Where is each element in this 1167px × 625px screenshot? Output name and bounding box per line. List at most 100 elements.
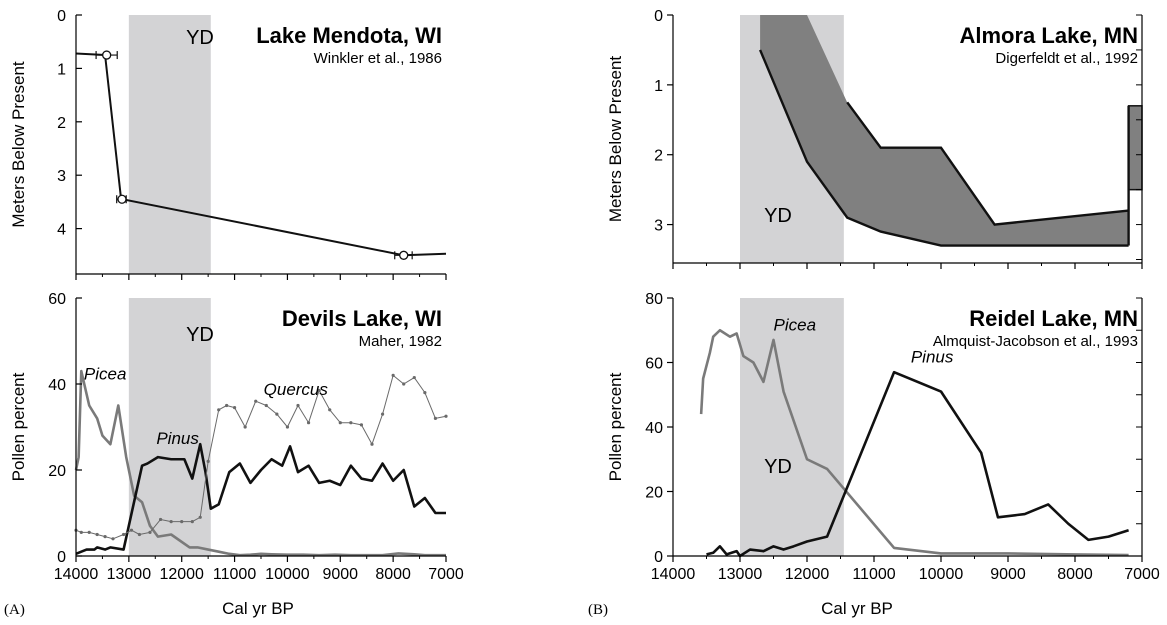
quercus-point [402,382,406,386]
x-axis-label-b: Cal yr BP [821,599,893,618]
lake-level-point [399,250,409,260]
chart-title: Lake Mendota, WI [256,23,442,48]
y-tick-label: 20 [645,485,663,502]
quercus-point [158,517,163,522]
quercus-point [95,532,99,537]
x-tick-label: 9000 [322,566,358,583]
quercus-point [198,515,202,519]
chart-panel-3: YD 0 1 2 3 Meters Below Present Almora Lake, M… [606,8,1143,269]
x-tick-label: 12000 [785,566,830,583]
quercus-point [148,530,152,534]
lake-level-envelope [760,15,1129,246]
y-tick-label: 60 [645,356,663,373]
quercus-point [129,528,134,532]
chart-subtitle: Digerfeldt et al., 1992 [995,50,1138,67]
y-tick-label: 60 [48,291,66,308]
y-axis-label: Pollen percent [606,372,625,481]
y-tick-label: 2 [654,148,663,165]
y-tick-label: 40 [48,377,66,394]
chart-panel-1: YD 0 1 2 3 4 Meters Below Present Lake Mendota,… [9,8,447,280]
quercus-point [137,532,142,537]
chart-panel-2: YD Picea Pinus Quercus 0 20 40 60 14000 13000 1200… [9,291,464,583]
x-tick-label: 8000 [375,566,411,583]
pinus-series-line [75,442,446,556]
series-label-quercus: Quercus [264,380,329,399]
quercus-point [306,421,311,425]
series-label-pinus: Pinus [911,348,954,367]
y-tick-label: 0 [654,8,663,25]
chart-root: YD 0 1 2 3 4 Meters Below Present Lake Mendota,… [9,8,1160,583]
chart-title: Devils Lake, WI [282,306,442,331]
pinus-series-line [706,370,1129,558]
x-tick-label: 11000 [213,566,256,583]
x-axis-label-a: Cal yr BP [222,599,294,618]
quercus-point [285,425,290,429]
y-tick-label: 1 [57,61,66,78]
quercus-point [206,459,210,463]
x-tick-label: 14000 [651,566,696,583]
x-tick-label: 8000 [1057,566,1093,583]
x-tick-label: 13000 [718,566,763,583]
quercus-point [444,414,448,418]
quercus-point [264,403,268,408]
x-tick-label: 11000 [852,566,895,583]
lake-level-point [117,194,127,204]
quercus-point [433,416,438,420]
quercus-point [87,530,91,534]
y-tick-label: 4 [57,222,66,239]
quercus-point [296,403,300,408]
quercus-point [391,373,395,377]
quercus-point [328,408,332,412]
chart-subtitle: Winkler et al., 1986 [314,50,442,67]
chart-title: Reidel Lake, MN [969,306,1138,331]
series-label-picea: Picea [84,365,127,384]
y-tick-label: 3 [654,218,663,235]
x-tick-label: 10000 [265,566,310,583]
lake-level-point [102,50,112,60]
chart-panel-4: YD Picea Pinus 0 20 40 60 80 14000 13000 12000 1100… [606,291,1160,583]
quercus-point [121,532,126,537]
quercus-point [217,408,221,412]
envelope-lower-line [758,49,1129,247]
quercus-point [190,520,194,524]
y-tick-label: 1 [654,78,663,95]
quercus-point [225,403,229,408]
quercus-point [111,537,115,541]
y-tick-label: 0 [57,549,66,566]
yd-label: YD [764,205,792,227]
y-tick-label: 2 [57,115,66,132]
chart-title: Almora Lake, MN [960,23,1139,48]
y-tick-label: 80 [645,291,663,308]
quercus-point [412,375,416,380]
y-tick-label: 40 [645,420,663,437]
yd-label: YD [186,324,214,346]
quercus-point [254,399,258,403]
yd-label: YD [764,456,792,478]
quercus-point [349,421,353,425]
y-axis-label: Meters Below Present [606,56,625,223]
series-label-pinus: Pinus [156,429,199,448]
y-tick-label: 0 [57,8,66,25]
quercus-point [380,412,385,416]
y-axis-label: Pollen percent [9,372,28,481]
x-tick-label: 13000 [107,566,152,583]
yd-label: YD [186,27,214,49]
yd-band [740,298,844,556]
x-tick-label: 7000 [428,566,464,583]
quercus-point [243,425,247,429]
series-label-picea: Picea [774,315,817,334]
quercus-point [169,520,173,524]
y-tick-label: 3 [57,168,66,185]
y-axis-label: Meters Below Present [9,61,28,228]
yd-band [128,298,211,556]
quercus-point [232,406,237,410]
x-tick-label: 9000 [990,566,1026,583]
quercus-point [275,412,279,416]
x-tick-label: 12000 [159,566,204,583]
chart-subtitle: Almquist-Jacobson et al., 1993 [933,333,1138,350]
x-tick-label: 14000 [54,566,99,583]
quercus-point [359,423,364,427]
quercus-point [370,442,374,446]
y-tick-label: 0 [654,549,663,566]
